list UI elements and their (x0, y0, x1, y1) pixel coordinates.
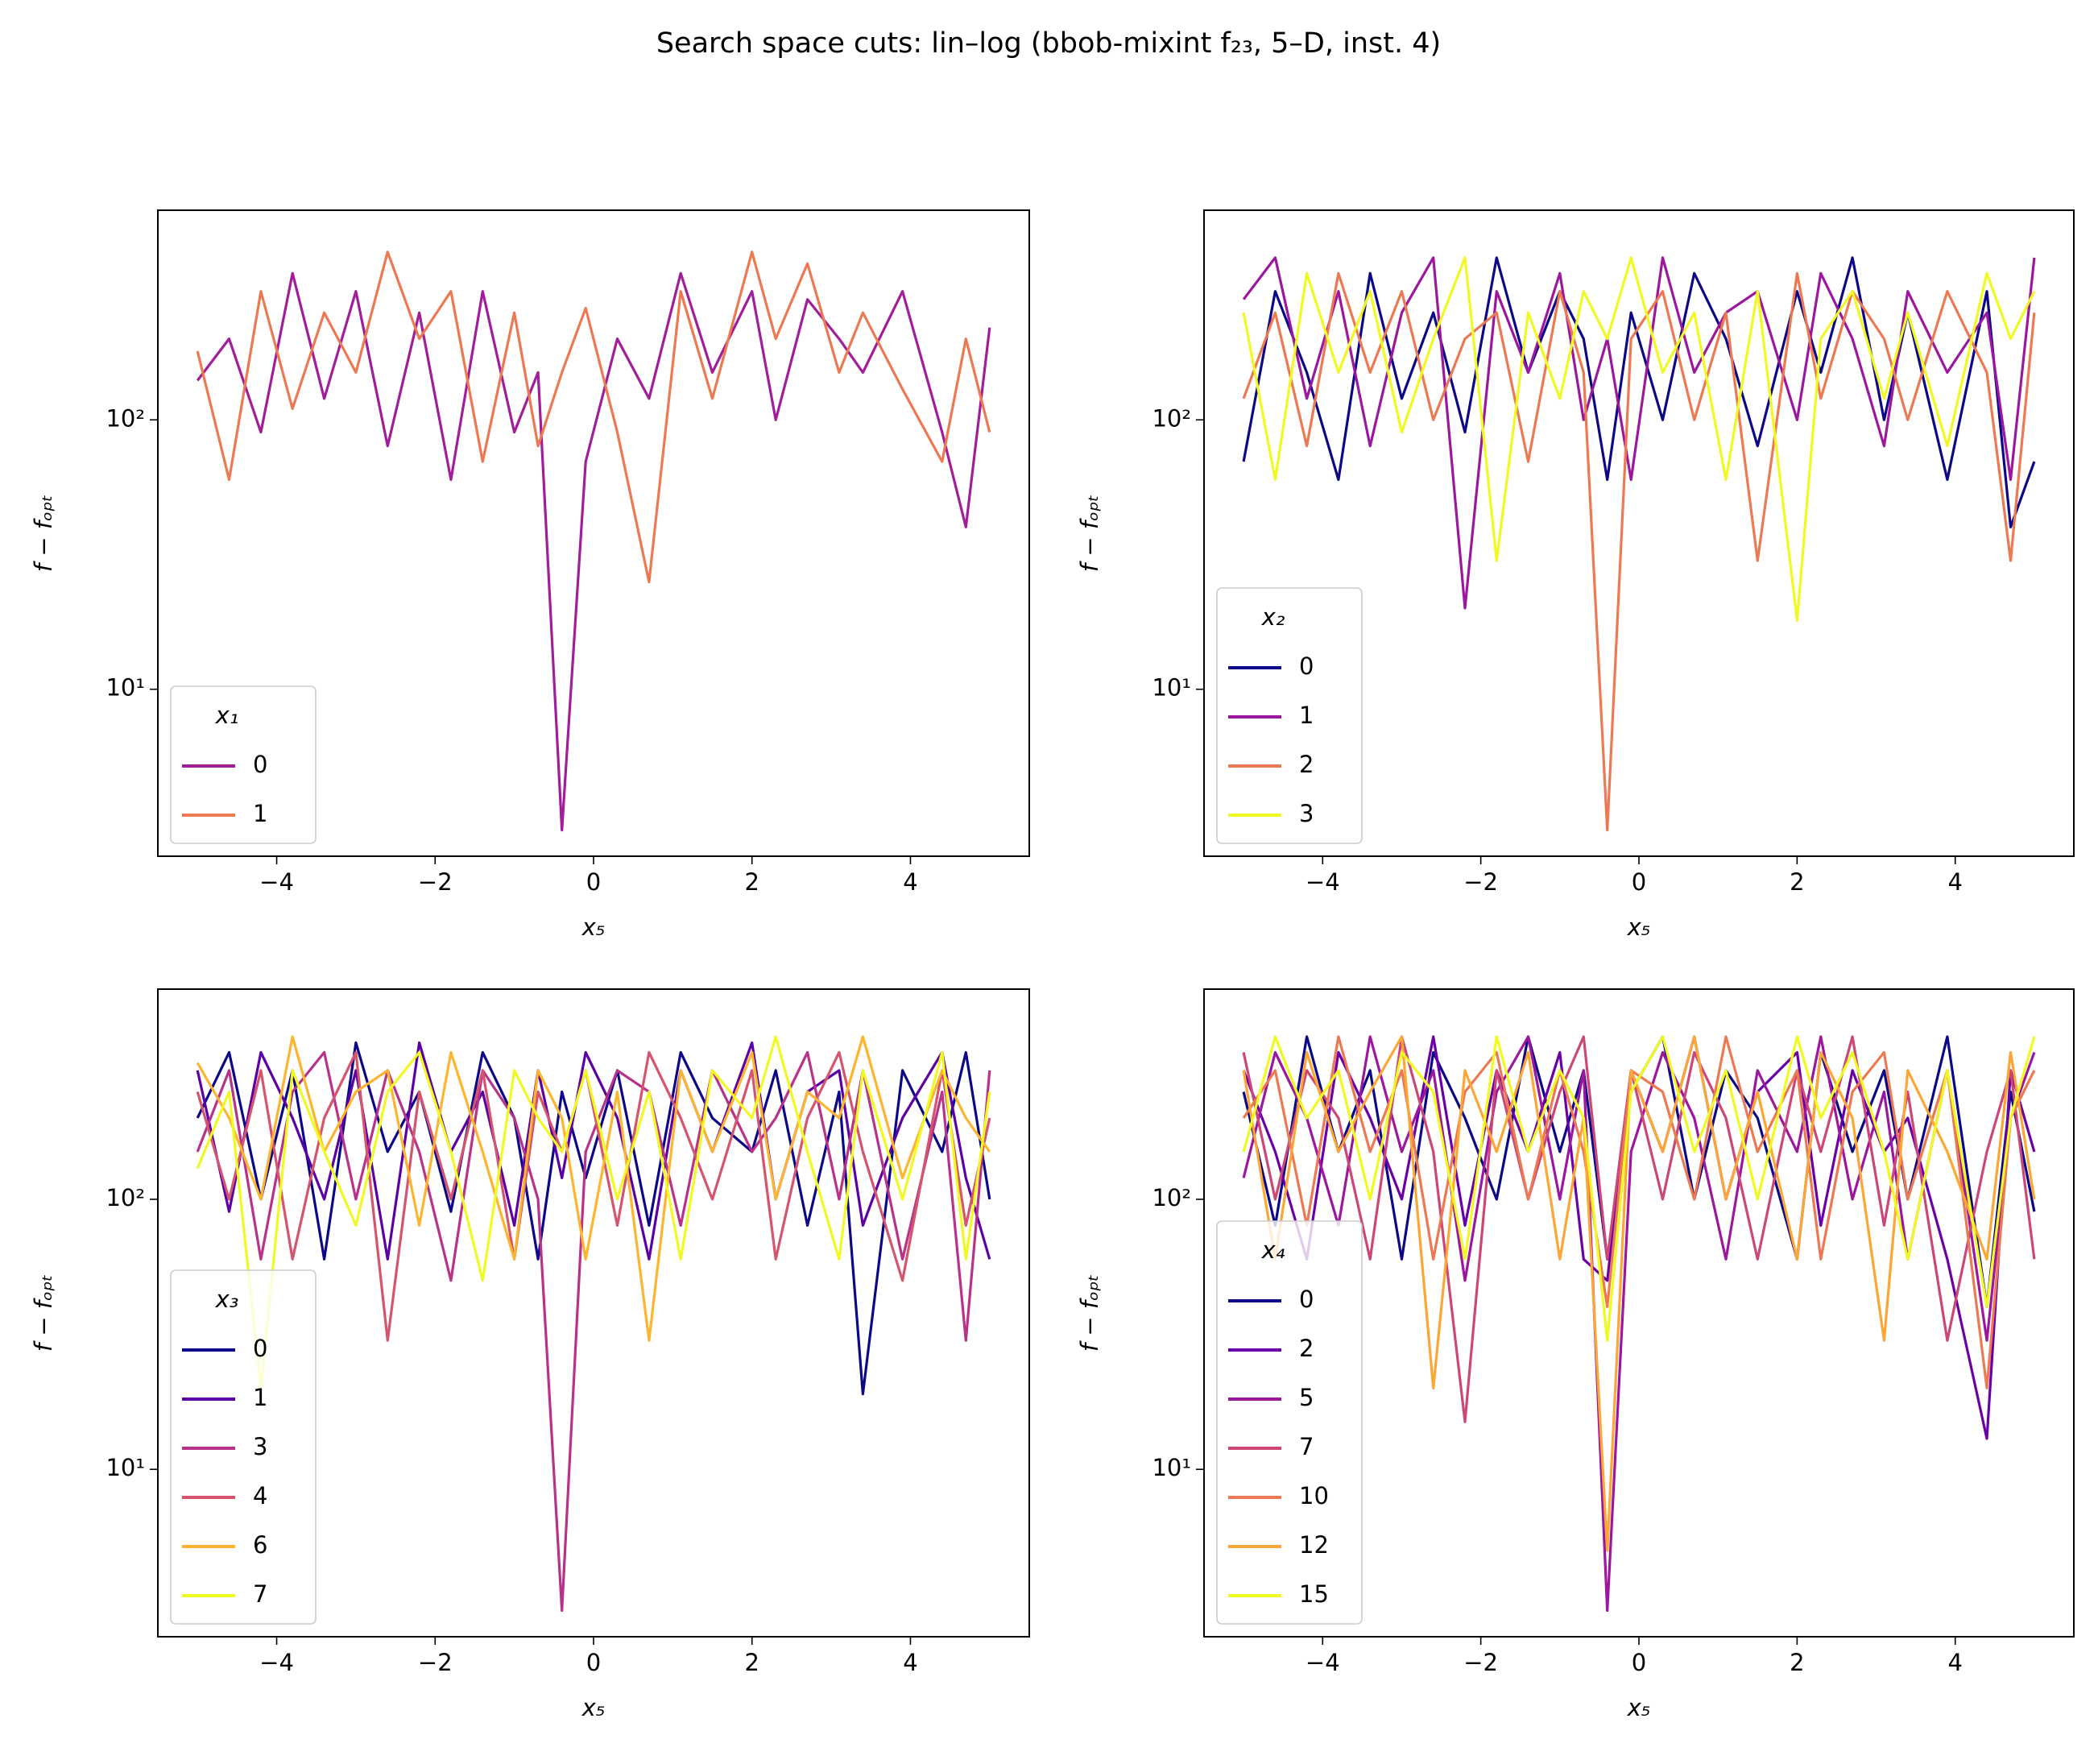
y-tick-label: 10² (1152, 1184, 1191, 1211)
subplot: −4 −2 0 2 4 10¹ 10² x₅ f − fₒₚₜ x₂ 0 1 2 3 (1076, 209, 2075, 941)
legend-label: 3 (1299, 800, 1314, 827)
y-tick-label: 10² (1152, 404, 1191, 432)
y-axis-label: f − fₒₚₜ (30, 1274, 57, 1352)
legend-label: 12 (1299, 1531, 1329, 1559)
x-tick-label: −2 (1463, 868, 1498, 896)
x-tick-label: 2 (745, 1649, 759, 1676)
legend-title: x₄ (1261, 1236, 1285, 1264)
legend-box (1216, 1220, 1363, 1625)
legend-label: 6 (253, 1531, 267, 1559)
x-axis-label: x₅ (581, 1694, 606, 1721)
legend-label: 0 (253, 1335, 267, 1362)
x-tick-label: −2 (418, 1649, 453, 1676)
y-axis-label: f − fₒₚₜ (1076, 495, 1103, 572)
legend-label: 1 (253, 800, 267, 827)
lines (196, 251, 991, 832)
x-tick-label: 0 (1632, 868, 1646, 896)
legend-label: 0 (253, 751, 267, 778)
legend-label: 5 (1299, 1384, 1314, 1411)
series-line (196, 271, 991, 832)
legend-box (1216, 587, 1363, 844)
lines (1242, 256, 2036, 832)
y-axis-label: f − fₒₚₜ (30, 495, 57, 572)
series-line (1242, 1035, 2036, 1552)
subplot: −4 −2 0 2 4 10¹ 10² x₅ f − fₒₚₜ x₃ 0 1 3 4 6 7 (30, 988, 1030, 1721)
series-line (1242, 271, 2036, 832)
legend-label: 1 (253, 1384, 267, 1411)
x-tick-label: 0 (1632, 1649, 1646, 1676)
legend-label: 15 (1299, 1580, 1329, 1608)
y-tick-label: 10¹ (106, 1454, 145, 1481)
x-tick-label: 0 (586, 868, 601, 896)
x-tick-label: −4 (1306, 1649, 1340, 1676)
legend-label: 7 (1299, 1433, 1314, 1460)
x-tick-label: 2 (745, 868, 759, 896)
legend-title: x₃ (215, 1286, 239, 1313)
x-tick-label: −2 (1463, 1649, 1498, 1676)
subplot: −4 −2 0 2 4 10¹ 10² x₅ f − fₒₚₜ x₄ 0 2 5 7 10 12 15 (1076, 988, 2075, 1721)
x-tick-label: −2 (418, 868, 453, 896)
x-tick-label: −4 (1306, 868, 1340, 896)
legend-label: 2 (1299, 751, 1314, 778)
legend-label: 3 (253, 1433, 267, 1460)
legend-title: x₂ (1261, 603, 1285, 631)
y-tick-label: 10¹ (1152, 1454, 1191, 1481)
y-tick-label: 10¹ (106, 674, 145, 702)
legend-label: 0 (1299, 652, 1314, 680)
legend-label: 4 (253, 1482, 267, 1509)
series-line (196, 251, 991, 584)
x-tick-label: −4 (259, 1649, 294, 1676)
series-line (1242, 1035, 2036, 1342)
series-line (196, 1035, 991, 1389)
x-axis-label: x₅ (1627, 913, 1651, 941)
legend-label: 0 (1299, 1286, 1314, 1313)
x-axis-label: x₅ (1627, 1694, 1651, 1721)
legend-box (170, 685, 317, 844)
y-tick-label: 10² (106, 404, 145, 432)
series-line (196, 1041, 991, 1261)
series-line (1242, 256, 2036, 622)
x-tick-label: 0 (586, 1649, 601, 1676)
legend-label: 10 (1299, 1482, 1329, 1509)
legend-title: x₁ (215, 702, 239, 729)
lines (196, 1035, 991, 1613)
x-tick-label: 4 (903, 868, 917, 896)
x-axis-label: x₅ (581, 913, 606, 941)
x-tick-label: 4 (1948, 868, 1963, 896)
series-line (196, 1041, 991, 1396)
y-tick-label: 10¹ (1152, 674, 1191, 702)
x-tick-label: 2 (1790, 1649, 1804, 1676)
legend-label: 1 (1299, 702, 1314, 729)
subplot: −4 −2 0 2 4 10¹ 10² x₅ f − fₒₚₜ x₁ 0 1 (30, 209, 1030, 941)
figure-title: Search space cuts: lin–log (bbob-mixint … (656, 27, 1441, 60)
legend-label: 2 (1299, 1335, 1314, 1362)
y-tick-label: 10² (106, 1184, 145, 1211)
y-axis-label: f − fₒₚₜ (1076, 1274, 1103, 1352)
legend-box (170, 1269, 317, 1625)
x-tick-label: 2 (1790, 868, 1804, 896)
lines (1242, 1035, 2036, 1613)
x-tick-label: −4 (259, 868, 294, 896)
legend-label: 7 (253, 1580, 267, 1608)
x-tick-label: 4 (903, 1649, 917, 1676)
series-line (196, 1035, 991, 1342)
x-tick-label: 4 (1948, 1649, 1963, 1676)
